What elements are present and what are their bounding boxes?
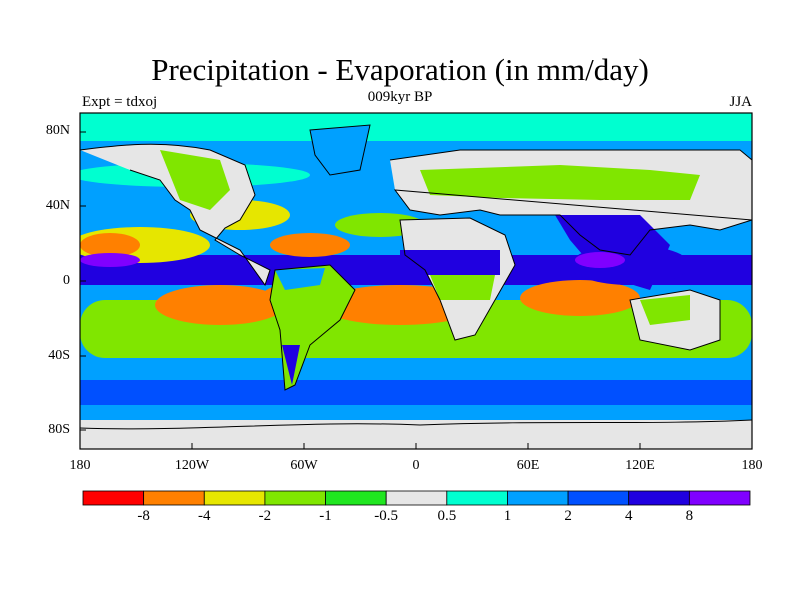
greenland <box>310 125 370 175</box>
colorbar-swatch <box>507 490 569 506</box>
lon-tick-0: 0 <box>412 458 420 473</box>
colorbar-swatch <box>446 490 508 506</box>
colorbar-label: 0.5 <box>437 508 457 524</box>
colorbar-label: 1 <box>503 508 512 524</box>
map-subtitle: 009kyr BP <box>367 89 433 105</box>
lat-tick-80s: 80S <box>48 422 70 437</box>
lon-tick-60e: 60E <box>516 458 540 473</box>
season-label: JJA <box>729 94 752 110</box>
colorbar-label: -0.5 <box>374 508 399 524</box>
experiment-label: Expt = tdxoj <box>82 94 158 110</box>
lon-tick-120w: 120W <box>174 458 210 473</box>
colorbar-swatch <box>264 490 326 506</box>
southern-storm-band <box>80 380 752 405</box>
south-pacific-dry <box>155 285 285 325</box>
lat-tick-40n: 40N <box>45 198 70 213</box>
colorbar-label: -1 <box>319 508 332 524</box>
lon-tick-180w: 180 <box>69 458 91 473</box>
colorbar-label: 8 <box>685 508 694 524</box>
colorbar-swatch <box>82 490 145 506</box>
colorbar-swatch <box>325 490 387 506</box>
tick-marks <box>79 131 753 449</box>
map-title: Precipitation - Evaporation (in mm/day) <box>151 52 649 87</box>
lat-tick-80n: 80N <box>45 123 70 138</box>
colorbar-swatch <box>567 490 630 506</box>
colorbar-label: -8 <box>137 508 150 524</box>
colorbar-swatch <box>203 490 266 506</box>
colorbar-swatch <box>143 490 205 506</box>
colorbar-label: 2 <box>564 508 572 524</box>
colorbar-swatch <box>628 490 690 506</box>
colorbar-swatch <box>385 490 448 506</box>
lat-tick-0: 0 <box>63 273 70 288</box>
colorbar-label: 4 <box>624 508 633 524</box>
indian-ocean-dry <box>520 280 640 316</box>
arctic-band <box>80 113 752 141</box>
colorbar-label: -4 <box>198 508 211 524</box>
lon-tick-180e: 180 <box>741 458 763 473</box>
colorbar <box>82 490 751 506</box>
lon-tick-120e: 120E <box>625 458 655 473</box>
colorbar-label: -2 <box>258 508 272 524</box>
coastlines <box>80 124 752 430</box>
lat-tick-40s: 40S <box>48 348 70 363</box>
lon-tick-60w: 60W <box>290 458 318 473</box>
map-field <box>80 113 752 449</box>
colorbar-swatch <box>688 490 751 506</box>
